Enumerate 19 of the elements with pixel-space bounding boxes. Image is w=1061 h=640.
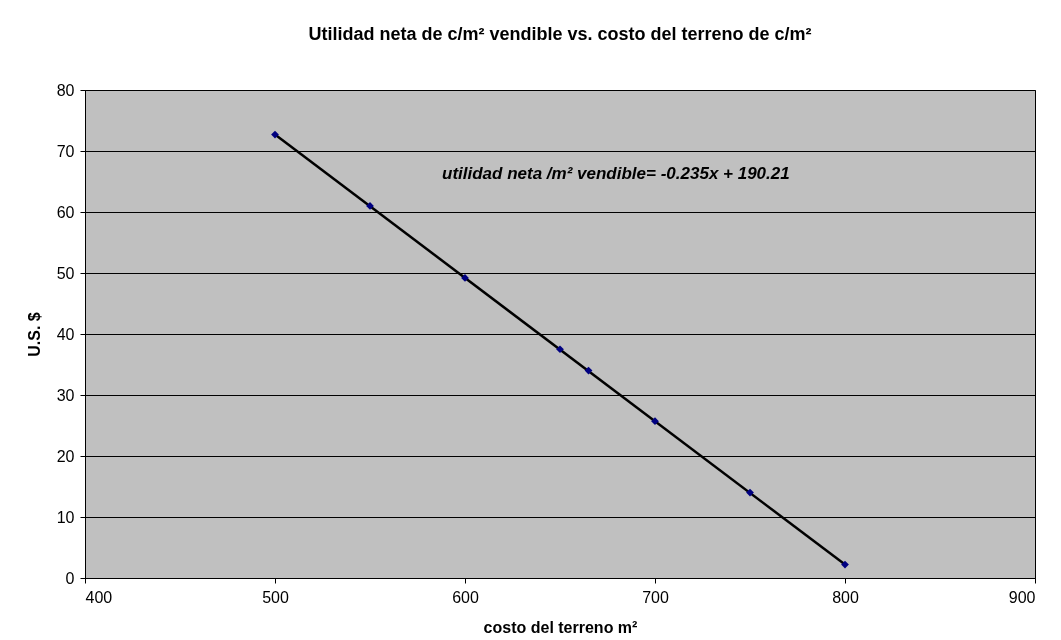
y-tick-label: 0 — [65, 569, 75, 587]
x-tick-label: 900 — [1008, 588, 1036, 606]
y-tick-label: 80 — [56, 81, 75, 99]
x-tick-label: 600 — [452, 588, 479, 606]
x-tick-label: 700 — [642, 588, 669, 606]
y-tick-label: 40 — [56, 325, 75, 343]
y-tick-label: 50 — [56, 264, 75, 282]
x-tick-label: 800 — [832, 588, 859, 606]
x-tick-label: 500 — [262, 588, 289, 606]
y-tick-label: 70 — [56, 142, 75, 160]
y-tick-label: 10 — [56, 508, 75, 526]
x-tick-label: 400 — [85, 588, 113, 606]
y-tick-label: 30 — [56, 386, 75, 404]
y-tick-label: 20 — [56, 447, 75, 465]
annotation: utilidad neta /m² vendible= -0.235x + 190.21 — [442, 164, 790, 183]
chart-title: Utilidad neta de c/m² vendible vs. costo del terreno de c/m² — [308, 24, 812, 44]
x-axis-title: costo del terreno m² — [483, 618, 638, 636]
y-tick-label: 60 — [56, 203, 75, 221]
y-axis-title: U.S. $ — [25, 312, 43, 357]
